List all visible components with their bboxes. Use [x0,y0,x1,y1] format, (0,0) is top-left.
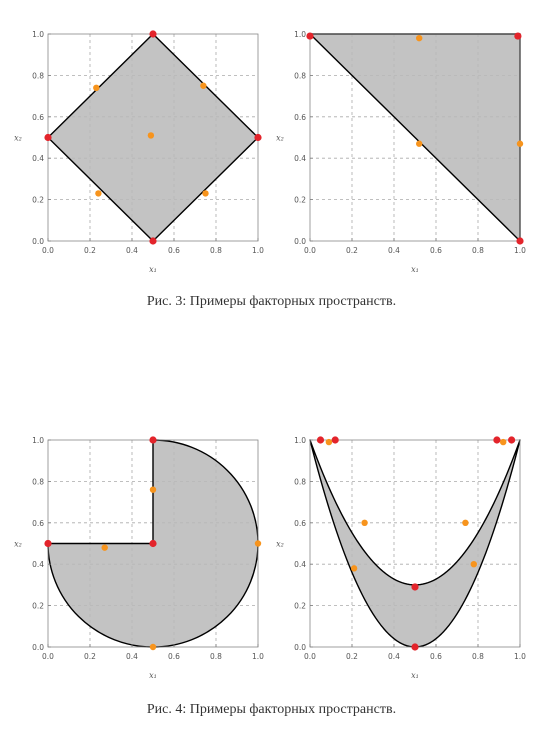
y-axis-label: x₂ [14,134,22,143]
sample-point [470,561,477,568]
x-tick-label: 1.0 [514,246,526,255]
y-tick-label: 0.2 [32,602,44,611]
y-tick-label: 0.0 [32,237,44,246]
sample-point [149,486,157,493]
x-tick-label: 0.2 [346,246,358,255]
x-tick-label: 0.6 [168,652,180,661]
y-tick-label: 0.4 [32,154,44,163]
sample-point [101,544,108,551]
plot-parabolic-band: 0.00.0 0.2 0.2 0.4 0.4 0.6 0.6 0.8 0.8 1.0 1.0 x₁ x₂ [276,436,526,680]
y-tick-label: 0.6 [32,113,44,122]
sample-point [254,540,262,547]
sample-point [350,565,358,572]
vertex-point [149,436,157,444]
y-axis-label: x₂ [14,540,22,549]
y-tick-label: 0.2 [294,196,306,205]
y-tick-label: 0.0 [32,643,44,652]
y-tick-label: 0.4 [294,560,306,569]
x-tick-label: 0.0 [42,652,54,661]
vertex-point [411,583,419,591]
y-tick-label: 0.6 [294,113,306,122]
x-axis-label: x₁ [149,265,157,274]
vertex-point [493,436,501,444]
y-tick-label: 0.0 [294,643,306,652]
y-axis-label: x₂ [276,134,284,143]
x-tick-label: 1.0 [252,246,264,255]
plot-three-quarter-disk: 0.00.0 0.2 0.2 0.4 0.4 0.6 0.6 0.8 0.8 1.0 1.0 x₁ x₂ [14,436,264,680]
x-axis-label: x₁ [411,671,419,680]
y-tick-label: 0.2 [32,196,44,205]
y-tick-label: 0.4 [32,560,44,569]
x-axis-label: x₁ [149,671,157,680]
y-tick-label: 0.6 [294,519,306,528]
sample-point [200,82,207,89]
x-tick-label: 0.8 [472,246,484,255]
vertex-point [149,30,157,38]
x-tick-label: 0.8 [472,652,484,661]
figure-caption-4: Рис. 4: Примеры факторных пространств. [146,702,397,717]
x-tick-label: 0.4 [126,652,138,661]
x-tick-label: 0.4 [388,652,400,661]
sample-point [93,84,100,92]
sample-point [500,438,507,446]
sample-point [516,140,524,147]
x-tick-label: 0.4 [388,246,400,255]
y-tick-label: 0.8 [294,477,306,486]
x-tick-label: 0.2 [346,652,358,661]
vertex-point [149,539,157,548]
x-tick-label: 0.4 [126,246,138,255]
vertex-point [44,133,52,142]
y-tick-label: 0.2 [294,602,306,611]
y-tick-label: 1.0 [32,436,44,445]
x-tick-label: 0.8 [210,652,222,661]
vertex-point [44,539,52,548]
vertex-point [306,32,314,40]
sample-point [325,438,333,446]
vertex-point [316,436,325,444]
plot-frame [309,33,521,242]
sample-point [202,190,209,197]
y-tick-label: 0.0 [294,237,306,246]
x-tick-label: 0.2 [84,652,96,661]
x-tick-label: 0.6 [168,246,180,255]
y-tick-label: 0.8 [294,71,306,80]
vertex-point [411,643,419,651]
vertex-point [254,133,262,142]
sample-point [416,140,423,147]
figure-caption-3: Рис. 3: Примеры факторных пространств. [146,294,397,309]
plot-triangle: 0.00.0 0.2 0.2 0.4 0.4 0.6 0.6 0.8 0.8 1.0 1.0 x₁ x₂ [276,30,526,274]
plot-diamond: 0.00.0 0.2 0.2 0.4 0.4 0.6 0.6 0.8 0.8 1.0 1.0 x₁ x₂ [14,30,264,274]
sample-point [147,132,155,139]
x-tick-label: 0.6 [430,652,442,661]
y-tick-label: 1.0 [294,30,306,39]
sample-point [361,519,368,526]
y-tick-label: 0.8 [32,477,44,486]
vertex-point [516,237,524,245]
y-tick-label: 1.0 [294,436,306,445]
x-tick-label: 1.0 [252,652,264,661]
sample-point [95,190,102,197]
x-axis-label: x₁ [411,265,419,274]
y-tick-label: 0.4 [294,154,306,163]
feasible-region [47,439,259,648]
x-tick-label: 0.2 [84,246,96,255]
sample-point [149,643,157,651]
sample-point [462,519,469,526]
vertex-point [514,32,522,40]
y-tick-label: 0.6 [32,519,44,528]
vertex-point [508,436,516,444]
vertex-point [149,237,157,245]
sample-point [416,34,423,42]
y-axis-label: x₂ [276,540,284,549]
x-tick-label: 0.0 [304,246,316,255]
y-tick-label: 0.8 [32,71,44,80]
x-tick-label: 1.0 [514,652,526,661]
x-tick-label: 0.0 [42,246,54,255]
x-tick-label: 0.0 [304,652,316,661]
y-tick-label: 1.0 [32,30,44,39]
x-tick-label: 0.8 [210,246,222,255]
vertex-point [331,436,339,444]
x-tick-label: 0.6 [430,246,442,255]
